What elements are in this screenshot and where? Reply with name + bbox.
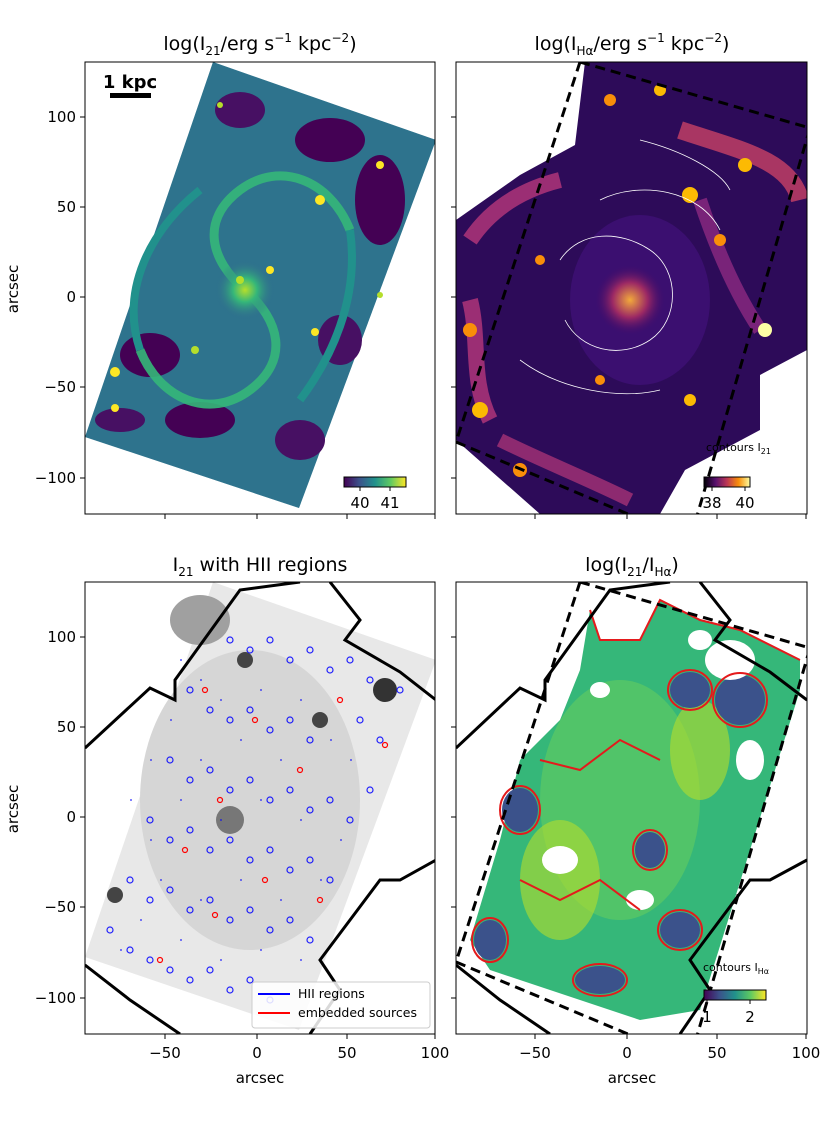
- scalebar: [110, 93, 151, 98]
- x-tick-left-m50: −50: [149, 1044, 181, 1062]
- y-tick-top-m50: −50: [44, 378, 76, 396]
- x-tick-right-50: 50: [707, 1044, 726, 1062]
- scalebar-label: 1 kpc: [103, 72, 157, 93]
- x-tick-right-m50: −50: [519, 1044, 551, 1062]
- colorbar-i21: [343, 476, 407, 488]
- embedded-source-markers: [156, 686, 389, 964]
- hii-region-markers: [120, 659, 352, 961]
- y-axis-top: 100 50 0 −50 −100 arcsec: [4, 108, 807, 519]
- ratio-contours: [471, 598, 801, 997]
- x-tick-left-100: 100: [421, 1044, 450, 1062]
- y-tick-bottom-100: 100: [47, 628, 76, 646]
- legend: HII regions embedded sources: [251, 981, 431, 1029]
- x-tick-right-0: 0: [622, 1044, 632, 1062]
- y-tick-bottom-m50: −50: [44, 898, 76, 916]
- x-axis-bottom-left: −50 0 50 100 arcsec: [149, 1034, 449, 1087]
- y-tick-top-0: 0: [66, 288, 76, 306]
- panel-i21: log(I21/erg s−1 kpc−2) 1 kpc 40 41: [84, 31, 436, 515]
- legend-label-embedded: embedded sources: [298, 1005, 417, 1020]
- panel-hii: I21 with HII regions HII regions embedde…: [84, 554, 436, 1035]
- x-tick-left-50: 50: [337, 1044, 356, 1062]
- y-label-top: arcsec: [4, 265, 22, 314]
- survey-outline-2: [328, 582, 435, 702]
- y-tick-bottom-m100: −100: [35, 989, 76, 1007]
- colorbar-halpha: [703, 476, 751, 488]
- legend-label-hii: HII regions: [298, 986, 365, 1001]
- colorbar-i21-tick-1: 40: [350, 494, 369, 512]
- colorbar-halpha-tick-1: 38: [702, 494, 721, 512]
- panel1-title: log(I21/erg s−1 kpc−2): [163, 31, 356, 58]
- y-tick-bottom-50: 50: [57, 718, 76, 736]
- y-tick-bottom-0: 0: [66, 808, 76, 826]
- colorbar-halpha-tick-2: 40: [735, 494, 754, 512]
- colorbar-ratio-tick-2: 2: [745, 1008, 755, 1026]
- y-label-bottom: arcsec: [4, 785, 22, 834]
- colorbar-ratio: [703, 989, 767, 1001]
- hii-region-cloud: [106, 636, 404, 1004]
- survey-outline-1: [85, 582, 301, 750]
- y-tick-top-50: 50: [57, 198, 76, 216]
- ratio-outline-3: [456, 963, 551, 1034]
- panel-halpha: log(IHα/erg s−1 kpc−2) contours I21 38 4…: [455, 31, 808, 515]
- y-tick-top-100: 100: [47, 108, 76, 126]
- ratio-outline-2: [698, 582, 807, 702]
- survey-outline-3: [85, 963, 181, 1034]
- x-tick-right-100: 100: [792, 1044, 821, 1062]
- x-axis-bottom-right: −50 0 50 100 arcsec: [519, 1034, 820, 1087]
- y-axis-bottom: 100 50 0 −50 −100 arcsec: [4, 628, 456, 1007]
- panel2-title: log(IHα/erg s−1 kpc−2): [535, 31, 730, 58]
- colorbar-i21-tick-2: 41: [380, 494, 399, 512]
- panel-ratio: log(I21/IHα) contours IHα 1 2: [455, 554, 808, 1035]
- y-tick-top-m100: −100: [35, 469, 76, 487]
- x-tick-left-0: 0: [252, 1044, 262, 1062]
- x-label-right: arcsec: [608, 1069, 657, 1087]
- colorbar-ratio-tick-1: 1: [702, 1008, 712, 1026]
- contour-note-halpha: contours IHα: [703, 961, 769, 976]
- x-label-left: arcsec: [236, 1069, 285, 1087]
- panel3-title: I21 with HII regions: [173, 554, 348, 579]
- contour-note-i21: contours I21: [706, 441, 771, 456]
- panel4-title: log(I21/IHα): [585, 554, 679, 579]
